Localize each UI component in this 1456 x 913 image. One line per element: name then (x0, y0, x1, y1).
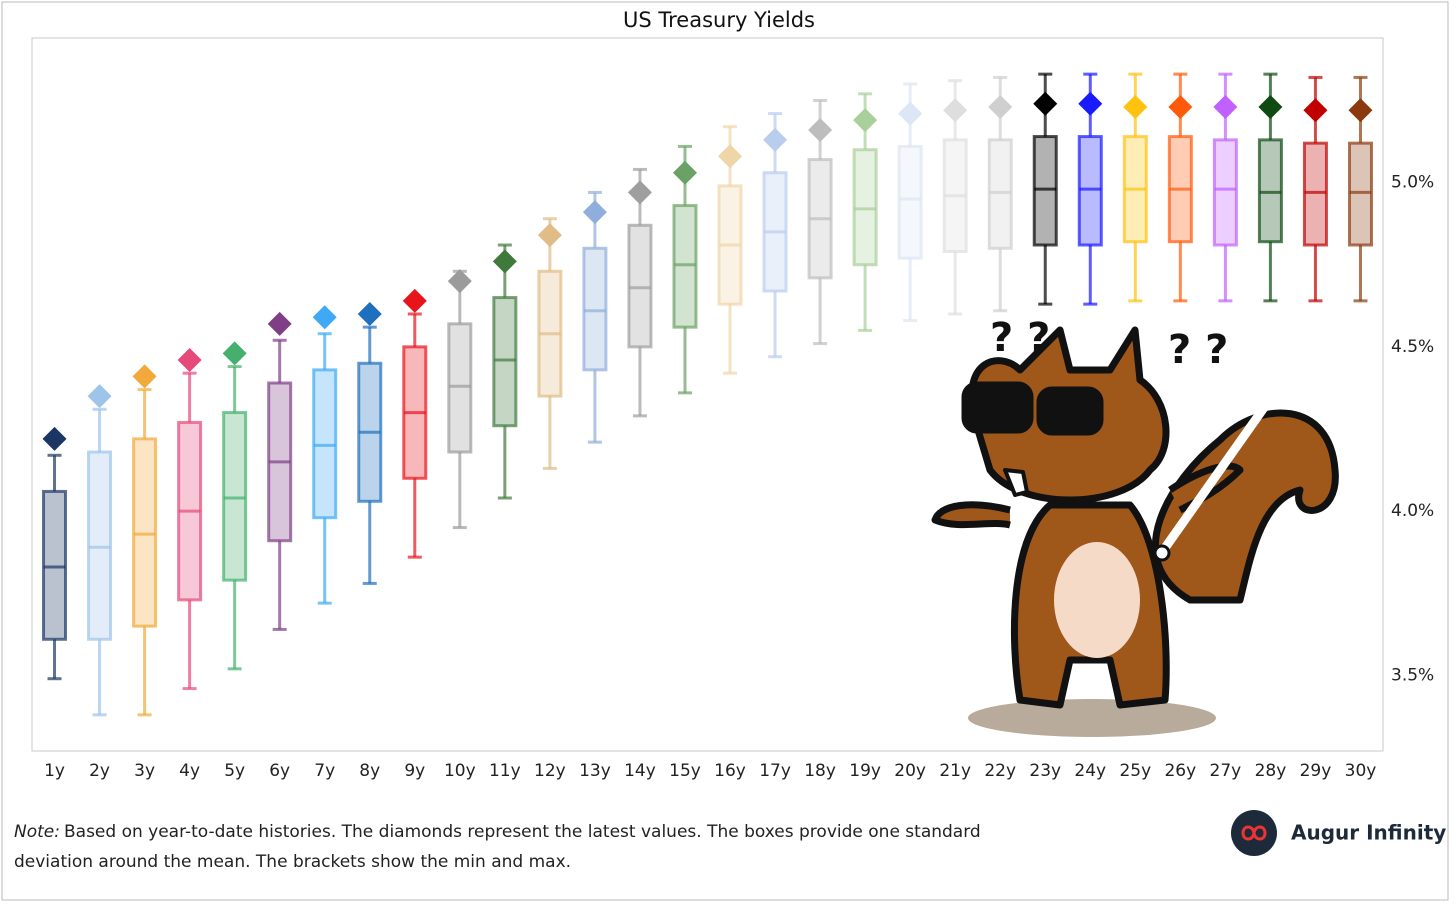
note-text: Based on year-to-date histories. The dia… (64, 822, 981, 842)
chart-title: US Treasury Yields (623, 8, 815, 32)
x-tick-label: 15y (669, 761, 701, 781)
x-tick-label: 1y (44, 761, 65, 781)
note-label: Note: (14, 822, 60, 842)
latest-diamond (402, 288, 427, 313)
latest-diamond (853, 108, 878, 133)
x-tick-label: 23y (1029, 761, 1061, 781)
box (1077, 135, 1103, 247)
latest-diamond (1123, 95, 1148, 119)
squirrel (931, 326, 1339, 737)
x-tick-label: 10y (444, 761, 476, 781)
y-tick-label: 4.0% (1391, 501, 1434, 521)
x-tick-label: 19y (849, 761, 881, 781)
box (222, 411, 248, 582)
note-text: deviation around the mean. The brackets … (14, 852, 571, 872)
latest-diamond (627, 180, 652, 205)
latest-diamond (222, 341, 247, 366)
latest-diamond (1213, 95, 1238, 119)
latest-diamond (537, 223, 562, 248)
x-tick-label: 29y (1300, 761, 1332, 781)
box (582, 246, 608, 372)
box (672, 204, 698, 329)
latest-diamond (447, 269, 472, 294)
latest-diamond (42, 426, 67, 451)
x-tick-label: 4y (179, 761, 200, 781)
latest-diamond (267, 311, 292, 336)
latest-diamond (1078, 91, 1103, 116)
x-tick-label: 16y (714, 761, 746, 781)
latest-diamond (87, 384, 112, 409)
x-tick-label: 20y (894, 761, 926, 781)
box (1347, 141, 1373, 247)
latest-diamond (672, 160, 697, 185)
latest-diamond (312, 305, 337, 330)
latest-diamond (1303, 98, 1328, 123)
x-tick-label: 6y (269, 761, 290, 781)
x-tick-label: 9y (404, 761, 425, 781)
x-tick-label: 13y (579, 761, 611, 781)
y-tick-label: 3.5% (1391, 665, 1434, 685)
latest-diamond (1033, 91, 1058, 116)
x-tick-label: 5y (224, 761, 245, 781)
box (1032, 135, 1058, 247)
y-tick-label: 4.5% (1391, 337, 1434, 357)
x-tick-label: 11y (489, 761, 521, 781)
box (627, 223, 653, 349)
latest-diamond (492, 249, 517, 274)
latest-diamond (943, 98, 968, 123)
x-tick-label: 7y (314, 761, 335, 781)
box (87, 450, 113, 641)
box (492, 296, 518, 428)
box (1302, 141, 1328, 247)
latest-diamond (1258, 95, 1283, 119)
box (312, 368, 338, 520)
box (447, 322, 473, 454)
x-tick-label: 28y (1255, 761, 1287, 781)
latest-diamond (1348, 98, 1373, 123)
box (1257, 138, 1283, 244)
latest-diamond (582, 200, 607, 225)
x-tick-label: 17y (759, 761, 791, 781)
x-tick-label: 12y (534, 761, 566, 781)
x-tick-label: 21y (939, 761, 971, 781)
x-tick-label: 22y (984, 761, 1016, 781)
latest-diamond (898, 101, 923, 126)
x-tick-label: 18y (804, 761, 836, 781)
latest-diamond (357, 302, 382, 326)
x-tick-label: 27y (1210, 761, 1242, 781)
x-tick-label: 2y (89, 761, 110, 781)
annotation: ? ? (990, 315, 1050, 361)
latest-diamond (132, 364, 157, 389)
box (132, 437, 158, 628)
x-tick-label: 24y (1074, 761, 1106, 781)
plot-area (31, 37, 1384, 752)
annotation: ? ? (1168, 327, 1228, 373)
latest-diamond (1168, 95, 1193, 119)
marks: 3.5% 4.0% 4.5% 5.0% 1y 2y 3y 4y 5y 6y 7y 8y 9y 10y 11y… (42, 72, 1434, 781)
x-tick-label: 8y (359, 761, 380, 781)
x-tick-label: 26y (1164, 761, 1196, 781)
note: Note: Based on year-to-date histories. Th… (14, 822, 981, 842)
x-tick-label: 3y (134, 761, 155, 781)
latest-diamond (808, 118, 833, 142)
x-tick-label: 14y (624, 761, 656, 781)
x-tick-label: 25y (1119, 761, 1151, 781)
brand-logo (1231, 810, 1277, 856)
box (987, 138, 1013, 250)
latest-diamond (718, 144, 743, 169)
x-tick-label: 30y (1345, 761, 1377, 781)
box (897, 144, 923, 260)
y-tick-label: 5.0% (1391, 173, 1434, 193)
latest-diamond (177, 348, 202, 372)
latest-diamond (988, 95, 1013, 119)
box (852, 148, 878, 267)
box (1212, 138, 1238, 247)
box (42, 489, 68, 641)
brand: Augur Infinity (1291, 821, 1446, 845)
latest-diamond (763, 127, 788, 152)
